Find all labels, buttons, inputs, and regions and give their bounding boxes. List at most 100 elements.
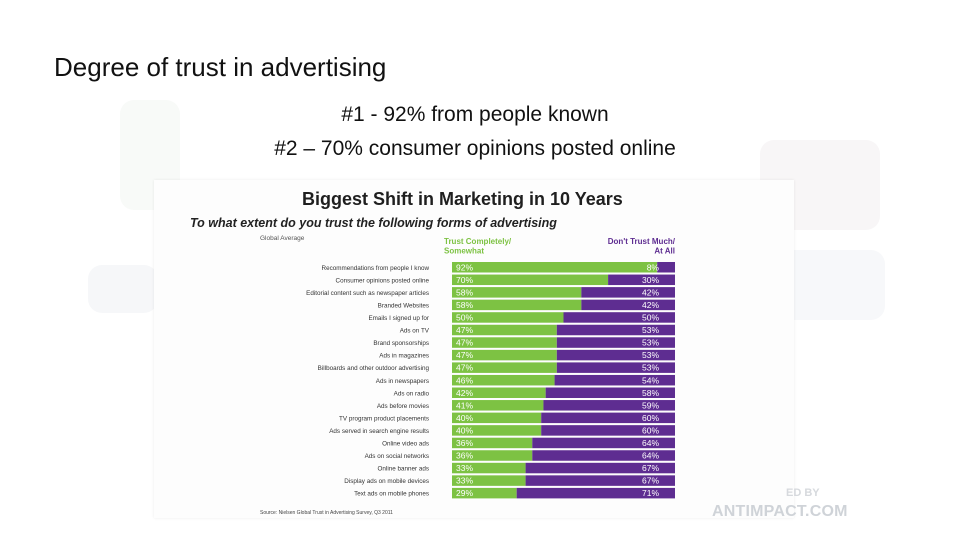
trust-bar (452, 475, 526, 486)
distrust-bar (541, 412, 675, 424)
category-label: Text ads on mobile phones (354, 491, 429, 498)
distrust-value-label: 42% (642, 300, 659, 310)
watermark-text: ANTIMPACT.COM (712, 503, 848, 520)
trust-value-label: 47% (456, 325, 473, 335)
trust-value-label: 47% (456, 350, 473, 360)
category-label: Ads in newspapers (376, 378, 429, 385)
category-label: Ads in magazines (379, 353, 429, 360)
trust-bar (452, 387, 546, 398)
category-label: Recommendations from people I know (322, 265, 430, 272)
distrust-value-label: 54% (642, 375, 659, 385)
chart-subtitle: To what extent do you trust the followin… (190, 216, 557, 230)
distrust-bar (532, 450, 675, 461)
category-label: Ads on TV (400, 328, 430, 335)
trust-bar (452, 274, 609, 286)
trust-bar (452, 349, 557, 361)
distrust-bar (581, 287, 675, 298)
trust-value-label: 50% (456, 313, 473, 323)
distrust-bar (563, 312, 675, 323)
trust-bar (452, 362, 557, 373)
trust-bar (452, 425, 542, 436)
trust-bar (452, 262, 658, 273)
trust-bar (452, 437, 533, 449)
trust-value-label: 33% (456, 463, 473, 473)
legend-distrust: Don't Trust Much/At All (608, 237, 676, 256)
distrust-value-label: 67% (642, 476, 659, 486)
chart-source: Source: Nielsen Global Trust in Advertis… (260, 510, 393, 516)
distrust-bar (525, 475, 675, 486)
trust-value-label: 92% (456, 262, 473, 272)
trust-bar (452, 312, 564, 323)
trust-bar (452, 287, 582, 298)
category-label: Ads before movies (377, 403, 429, 410)
trust-value-label: 33% (456, 476, 473, 486)
distrust-value-label: 58% (642, 388, 659, 398)
watermark-text: ED BY (786, 487, 820, 499)
trust-value-label: 29% (456, 488, 473, 498)
trust-value-label: 58% (456, 287, 473, 297)
trust-value-label: 41% (456, 400, 473, 410)
category-label: Display ads on mobile devices (344, 478, 429, 485)
trust-value-label: 36% (456, 438, 473, 448)
distrust-bar (525, 462, 675, 474)
distrust-bar (556, 324, 675, 336)
chart-image: Biggest Shift in Marketing in 10 Years T… (154, 180, 794, 518)
distrust-bar (556, 349, 675, 361)
distrust-value-label: 59% (642, 400, 659, 410)
distrust-bar (543, 400, 675, 411)
trust-bar (452, 299, 582, 311)
distrust-bar (532, 437, 675, 449)
trust-bar (452, 324, 557, 336)
distrust-bar (541, 425, 675, 436)
trust-bar-chart: Biggest Shift in Marketing in 10 Years T… (190, 189, 676, 516)
category-label: Branded Websites (378, 302, 429, 309)
distrust-bar (554, 374, 675, 386)
distrust-value-label: 50% (642, 313, 659, 323)
trust-value-label: 46% (456, 375, 473, 385)
category-label: Ads on radio (394, 390, 430, 397)
trust-bar (452, 400, 544, 411)
category-label: Ads on social networks (365, 453, 429, 460)
distrust-value-label: 60% (642, 413, 659, 423)
chart-title: Biggest Shift in Marketing in 10 Years (302, 189, 623, 209)
distrust-value-label: 30% (642, 275, 659, 285)
distrust-bar (516, 487, 675, 499)
trust-bar (452, 412, 542, 424)
distrust-value-label: 64% (642, 438, 659, 448)
distrust-value-label: 53% (642, 325, 659, 335)
distrust-value-label: 67% (642, 463, 659, 473)
distrust-bar (608, 274, 675, 286)
distrust-value-label: 64% (642, 451, 659, 461)
distrust-bar (581, 299, 675, 311)
category-label: Consumer opinions posted online (336, 277, 430, 284)
trust-value-label: 42% (456, 388, 473, 398)
distrust-bar (657, 262, 675, 273)
trust-value-label: 58% (456, 300, 473, 310)
category-label: Online banner ads (378, 466, 429, 473)
distrust-value-label: 53% (642, 338, 659, 348)
trust-bar (452, 337, 557, 348)
distrust-value-label: 60% (642, 425, 659, 435)
trust-value-label: 47% (456, 338, 473, 348)
slide-title: Degree of trust in advertising (54, 52, 387, 82)
trust-value-label: 40% (456, 425, 473, 435)
distrust-value-label: 8% (647, 262, 660, 272)
category-label: Brand sponsorships (373, 340, 429, 347)
distrust-bar (556, 362, 675, 373)
category-label: Ads served in search engine results (329, 428, 429, 435)
background-decoration (88, 265, 158, 313)
category-label: Billboards and other outdoor advertising (318, 365, 430, 372)
category-label: Emails I signed up for (368, 315, 429, 322)
distrust-value-label: 71% (642, 488, 659, 498)
trust-bar (452, 374, 555, 386)
trust-bar (452, 462, 526, 474)
trust-value-label: 47% (456, 363, 473, 373)
category-label: TV program product placements (339, 415, 429, 422)
category-label: Editorial content such as newspaper arti… (306, 290, 429, 297)
distrust-bar (556, 337, 675, 348)
trust-value-label: 70% (456, 275, 473, 285)
group-label: Global Average (260, 235, 305, 242)
slide-subtitle-2: #2 – 70% consumer opinions posted online (274, 137, 676, 160)
distrust-value-label: 53% (642, 350, 659, 360)
trust-value-label: 36% (456, 451, 473, 461)
